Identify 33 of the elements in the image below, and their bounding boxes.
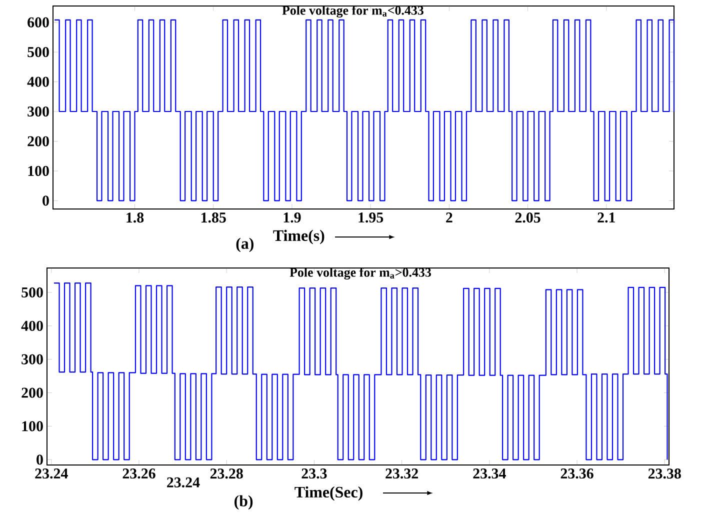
x-tick-label: 23.24 (35, 468, 68, 479)
x-axis-title: Time(Sec) (294, 486, 362, 501)
y-tick-label: 600 (28, 17, 49, 28)
y-tick-label: 300 (28, 106, 49, 117)
x-tick-label: 23.34 (473, 468, 506, 479)
y-tick-label: 0 (42, 196, 49, 206)
x-tick-label: 23.32 (386, 468, 418, 479)
y-tick-label: 200 (28, 136, 49, 146)
y-tick-label: 500 (22, 287, 43, 298)
y-tick-label: 400 (27, 76, 49, 87)
x-tick-label: 1.9 (284, 212, 301, 223)
y-tick-label: 400 (21, 320, 43, 331)
y-tick-label: 100 (28, 166, 49, 176)
x-tick-label: 1.85 (201, 212, 226, 223)
x-tick-label: 23.38 (648, 468, 681, 479)
x-tick-label: 23.3 (302, 468, 327, 479)
text: (a) (236, 238, 254, 252)
x-tick-label: 23.36 (560, 468, 594, 479)
y-tick-label: 300 (22, 354, 43, 364)
text: (b) (234, 495, 253, 510)
x-tick-label: 23.26 (122, 468, 156, 479)
text: 23.24 (167, 477, 200, 488)
y-tick-label: 100 (22, 421, 43, 432)
y-tick-label: 0 (36, 454, 43, 465)
x-tick-label: 2.1 (598, 212, 615, 223)
y-tick-label: 200 (22, 388, 43, 398)
x-tick-label: 23.28 (210, 468, 243, 479)
x-tick-label: 1.8 (126, 212, 144, 223)
x-tick-label: 2 (446, 212, 452, 222)
y-tick-label: 500 (28, 47, 49, 58)
x-tick-label: 2.05 (515, 212, 540, 223)
x-tick-label: 1.95 (358, 212, 384, 223)
x-axis-title: Time(s) (273, 230, 324, 244)
